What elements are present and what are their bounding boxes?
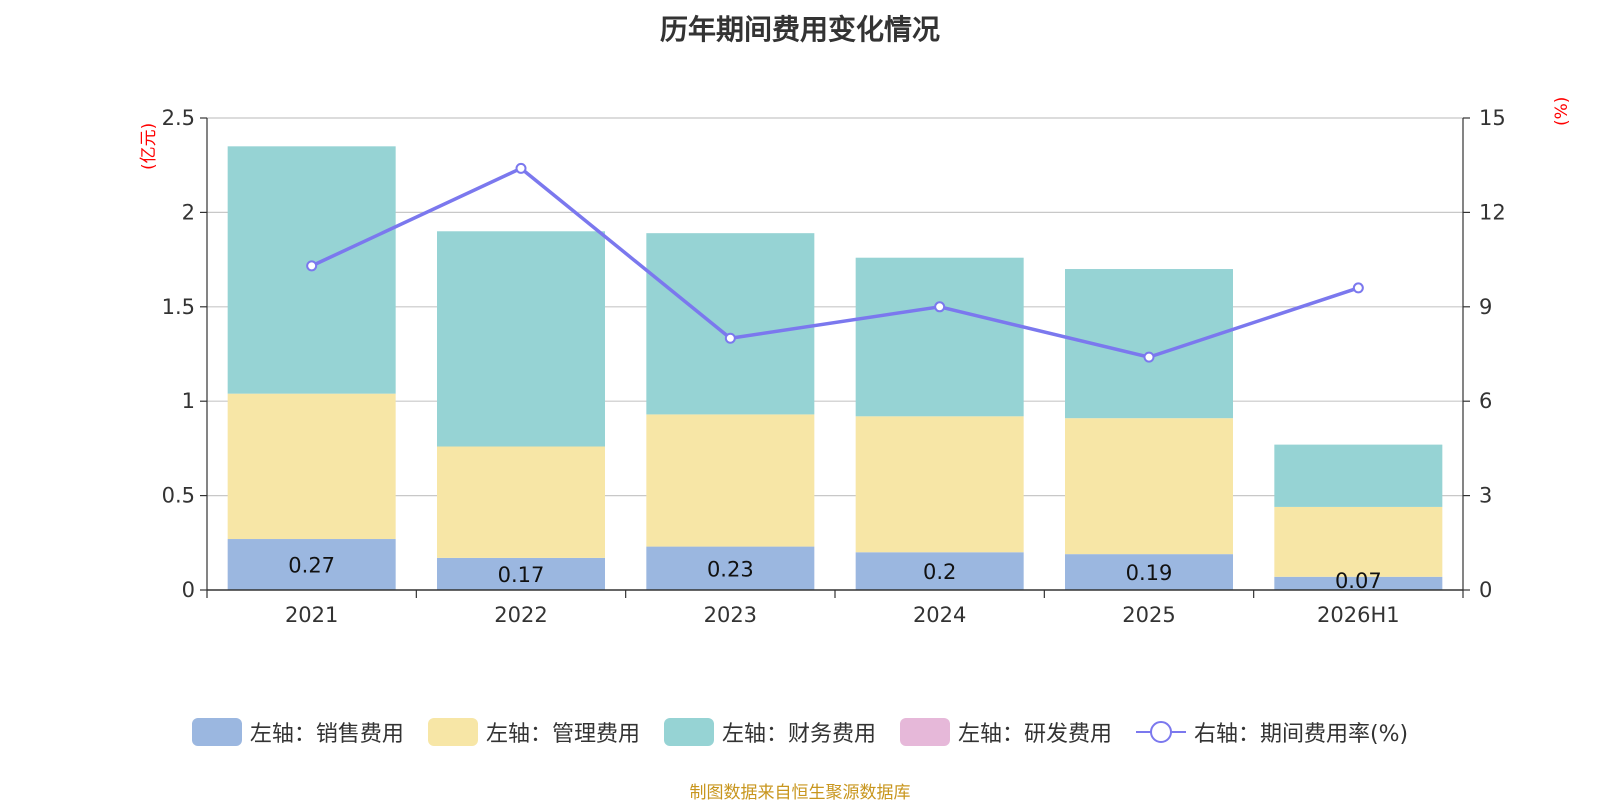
data-label-sales: 0.27 <box>288 554 335 578</box>
left-axis-tick-label: 1 <box>182 389 195 413</box>
legend-swatch-sales <box>191 718 242 746</box>
rate-point <box>1143 351 1155 363</box>
right-axis-tick-label: 0 <box>1479 578 1492 602</box>
legend-item-rnd[interactable]: 左轴：研发费用 <box>899 716 1112 748</box>
legend-item-admin[interactable]: 左轴：管理费用 <box>427 716 640 748</box>
right-axis-tick-label: 15 <box>1479 106 1506 130</box>
rate-point <box>515 162 527 174</box>
bar-admin <box>855 416 1024 553</box>
right-axis-tick-label: 3 <box>1479 484 1492 508</box>
source-note: 制图数据来自恒生聚源数据库 <box>689 783 911 803</box>
legend-swatch-rate-icon <box>1135 721 1186 743</box>
legend: 左轴：销售费用 左轴：管理费用 左轴：财务费用 左轴：研发费用 右轴：期间费用率… <box>0 716 1600 748</box>
chart-area: 0 0.5 1 1.5 2 2.5 0 3 6 9 12 15 2021 2022 2023 2024 2025… <box>162 106 1506 627</box>
bar-admin <box>646 414 815 547</box>
bar-sales <box>1274 576 1443 590</box>
right-axis-tick-label: 9 <box>1479 295 1492 319</box>
left-axis-tick-label: 0 <box>182 578 195 602</box>
data-label-sales: 0.17 <box>498 563 545 587</box>
legend-swatch-admin <box>427 718 478 746</box>
legend-swatch-rnd <box>899 718 950 746</box>
bar-sales <box>1065 554 1233 590</box>
legend-label-rate: 右轴：期间费用率(%) <box>1193 722 1409 747</box>
x-axis-tick-label: 2023 <box>704 603 757 627</box>
bar-finance <box>855 257 1024 417</box>
left-axis-tick-label: 2 <box>182 200 195 224</box>
legend-item-sales[interactable]: 左轴：销售费用 <box>191 716 404 748</box>
left-axis-tick-label: 1.5 <box>162 295 195 319</box>
left-axis-tick-label: 0.5 <box>162 484 195 508</box>
chart-title: 历年期间费用变化情况 <box>659 13 940 46</box>
legend-label-finance: 左轴：财务费用 <box>721 722 876 747</box>
legend-label-sales: 左轴：销售费用 <box>249 722 404 747</box>
bar-admin <box>1065 418 1233 555</box>
bar-finance <box>1274 444 1443 507</box>
data-label-sales: 0.19 <box>1126 561 1173 585</box>
data-label-sales: 0.23 <box>707 557 754 581</box>
bar-sales <box>646 546 815 590</box>
bar-sales <box>227 539 396 590</box>
legend-item-finance[interactable]: 左轴：财务费用 <box>663 716 876 748</box>
bar-finance <box>646 233 815 415</box>
bar-admin <box>437 446 605 558</box>
left-axis-tick-label: 2.5 <box>162 106 195 130</box>
rate-point <box>934 301 946 313</box>
rate-point <box>1352 282 1364 294</box>
legend-item-rate[interactable]: 右轴：期间费用率(%) <box>1135 716 1409 748</box>
right-axis-tick-label: 6 <box>1479 389 1492 413</box>
legend-label-rnd: 左轴：研发费用 <box>957 722 1112 747</box>
bar-sales <box>855 552 1024 590</box>
bar-admin <box>1274 506 1443 577</box>
bar-admin <box>227 393 396 540</box>
x-axis-tick-label: 2024 <box>913 603 966 627</box>
x-axis-tick-label: 2025 <box>1122 603 1175 627</box>
rate-point <box>724 332 736 344</box>
data-label-sales: 0.07 <box>1335 569 1382 593</box>
bar-sales <box>437 557 605 590</box>
x-axis-tick-label: 2021 <box>285 603 338 627</box>
x-axis-tick-label: 2022 <box>494 603 547 627</box>
rate-point <box>306 260 318 272</box>
right-axis-tick-label: 12 <box>1479 200 1506 224</box>
bar-finance <box>437 231 605 447</box>
legend-swatch-finance <box>663 718 714 746</box>
data-label-sales: 0.2 <box>923 560 956 584</box>
legend-label-admin: 左轴：管理费用 <box>485 722 640 747</box>
rate-line <box>310 166 1359 359</box>
x-axis-tick-label: 2026H1 <box>1317 603 1400 627</box>
